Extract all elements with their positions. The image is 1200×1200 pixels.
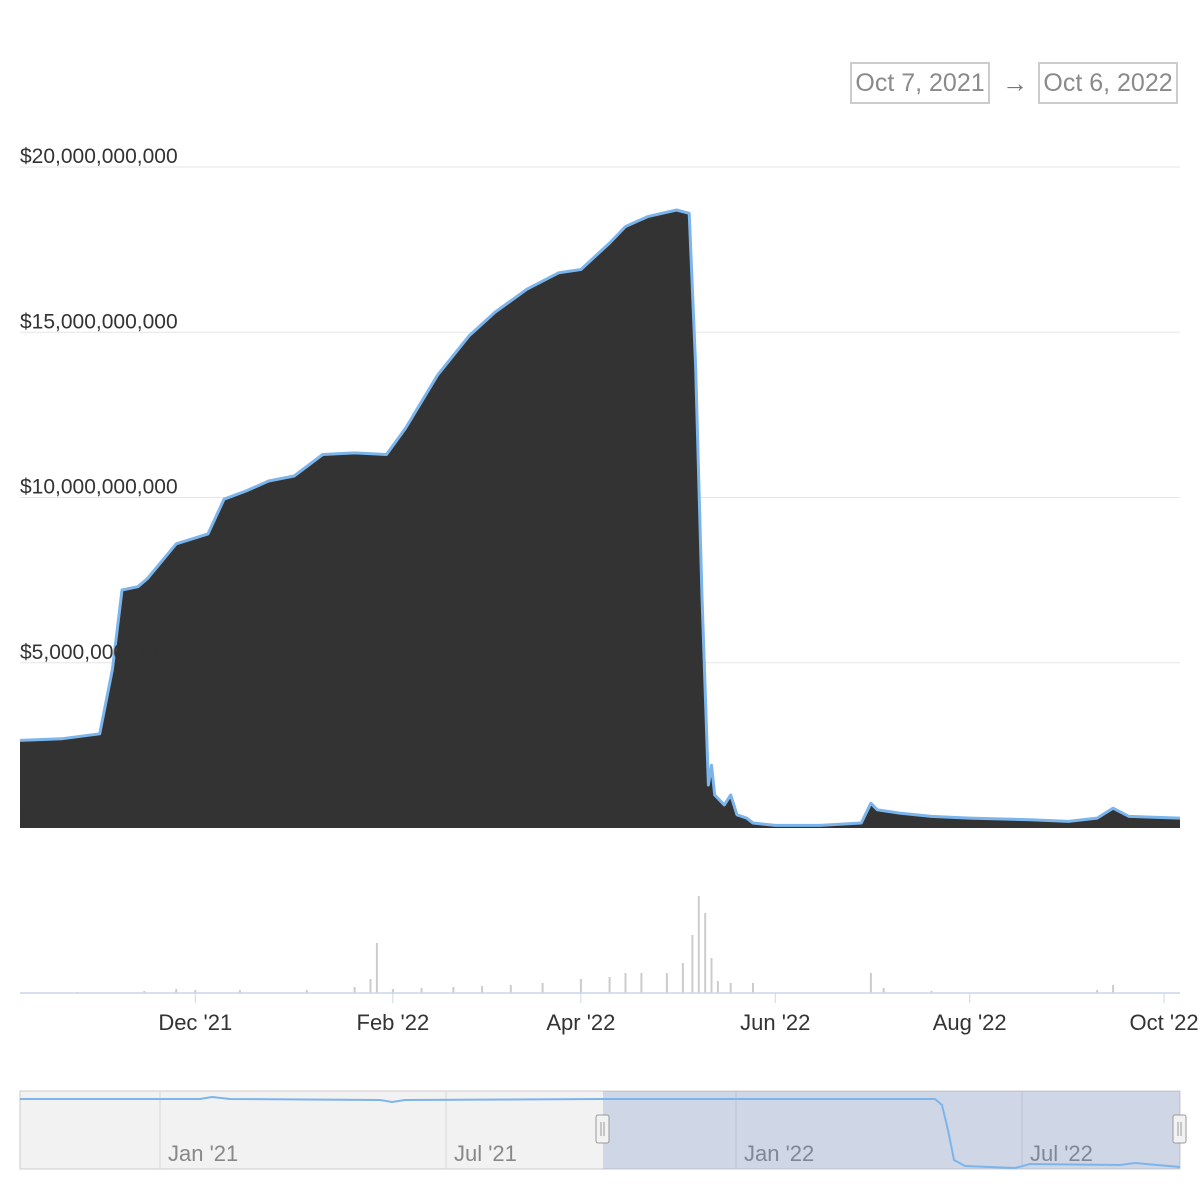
volume-bar bbox=[665, 973, 668, 993]
volume-bar bbox=[369, 979, 372, 993]
volume-bar bbox=[541, 983, 544, 993]
y-tick-label: $15,000,000,000 bbox=[20, 310, 178, 333]
volume-bar bbox=[624, 973, 627, 993]
volume-bar bbox=[579, 979, 582, 993]
volume-bars bbox=[76, 896, 1115, 993]
volume-bar bbox=[238, 990, 241, 993]
volume-bar bbox=[1096, 990, 1099, 993]
area-fill bbox=[20, 210, 1180, 828]
x-tick-label: Dec '21 bbox=[158, 1010, 232, 1035]
x-tick-label: Jun '22 bbox=[740, 1010, 810, 1035]
y-axis-labels: $0.00 $5,000,000,000 $10,000,000,000 $15,00… bbox=[20, 145, 178, 829]
area-line bbox=[19, 208, 1181, 827]
x-tick-label: Aug '22 bbox=[933, 1010, 1007, 1035]
volume-bar bbox=[704, 913, 707, 993]
y-tick-label: $10,000,000,000 bbox=[20, 476, 178, 499]
volume-bar bbox=[143, 991, 146, 993]
volume-bar bbox=[640, 973, 643, 993]
volume-bar bbox=[608, 977, 611, 993]
volume-bar bbox=[175, 989, 178, 993]
volume-bar bbox=[930, 991, 933, 993]
navigator-tick-label: Jul '22 bbox=[1030, 1141, 1093, 1166]
navigator-tick-label: Jan '22 bbox=[744, 1141, 814, 1166]
volume-bar bbox=[710, 958, 713, 993]
y-tick-label: $0.00 bbox=[20, 806, 73, 829]
volume-bar bbox=[375, 943, 378, 993]
navigator-tick-label: Jan '21 bbox=[168, 1141, 238, 1166]
volume-bar bbox=[752, 983, 754, 993]
volume-bar bbox=[729, 983, 732, 993]
volume-bar bbox=[869, 973, 872, 993]
volume-bar bbox=[391, 989, 394, 993]
volume-bar bbox=[1112, 985, 1115, 993]
navigator-tick-label: Jul '21 bbox=[454, 1141, 517, 1166]
volume-bar bbox=[305, 990, 308, 993]
area-series bbox=[19, 208, 1181, 828]
volume-bar bbox=[681, 963, 684, 993]
volume-bar bbox=[481, 986, 484, 993]
volume-bar bbox=[697, 896, 700, 993]
volume-bar bbox=[194, 990, 197, 993]
navigator[interactable]: Jan '21 Jul '21 Jan '22 Jul '22 bbox=[19, 1090, 1187, 1170]
volume-bar bbox=[452, 987, 455, 993]
range-start-input[interactable]: Oct 7, 2021 bbox=[850, 62, 990, 104]
navigator-handle-left[interactable] bbox=[595, 1114, 610, 1144]
volume-bar bbox=[716, 981, 719, 993]
range-end-input[interactable]: Oct 6, 2022 bbox=[1038, 62, 1178, 104]
y-tick-label: $5,000,000,000 bbox=[20, 641, 166, 664]
volume-bar bbox=[509, 985, 512, 993]
x-axis-labels: Dec '21 Feb '22 Apr '22 Jun '22 Aug '22 Oct '… bbox=[158, 993, 1199, 1035]
y-tick-label: $20,000,000,000 bbox=[20, 145, 178, 168]
x-tick-label: Oct '22 bbox=[1130, 1010, 1199, 1035]
navigator-handle-right[interactable] bbox=[1172, 1114, 1187, 1144]
x-tick-label: Feb '22 bbox=[357, 1010, 430, 1035]
volume-bar bbox=[882, 988, 885, 993]
x-tick-label: Apr '22 bbox=[546, 1010, 615, 1035]
volume-bar bbox=[691, 935, 694, 993]
volume-bar bbox=[420, 988, 423, 993]
range-arrow-icon: → bbox=[1002, 68, 1028, 98]
navigator-selected-range bbox=[603, 1091, 1180, 1169]
volume-bar bbox=[353, 987, 356, 993]
navigator-series-line bbox=[20, 1095, 1181, 1170]
